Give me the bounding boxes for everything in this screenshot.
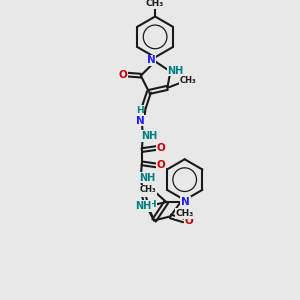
Text: CH₃: CH₃ xyxy=(146,0,164,8)
Text: NH: NH xyxy=(167,65,184,76)
Text: NH: NH xyxy=(141,131,157,141)
Text: N: N xyxy=(147,56,155,65)
Text: CH₃: CH₃ xyxy=(179,76,196,85)
Text: O: O xyxy=(157,160,166,170)
Text: H: H xyxy=(148,200,156,208)
Text: O: O xyxy=(157,143,166,153)
Text: N: N xyxy=(136,116,145,125)
Text: O: O xyxy=(184,217,193,226)
Text: CH₃: CH₃ xyxy=(140,185,156,194)
Text: N: N xyxy=(139,186,147,196)
Text: NH: NH xyxy=(139,172,155,183)
Text: NH: NH xyxy=(135,201,151,211)
Text: N: N xyxy=(181,197,190,207)
Text: CH₃: CH₃ xyxy=(176,209,194,218)
Text: H: H xyxy=(136,106,144,115)
Text: O: O xyxy=(118,70,127,80)
